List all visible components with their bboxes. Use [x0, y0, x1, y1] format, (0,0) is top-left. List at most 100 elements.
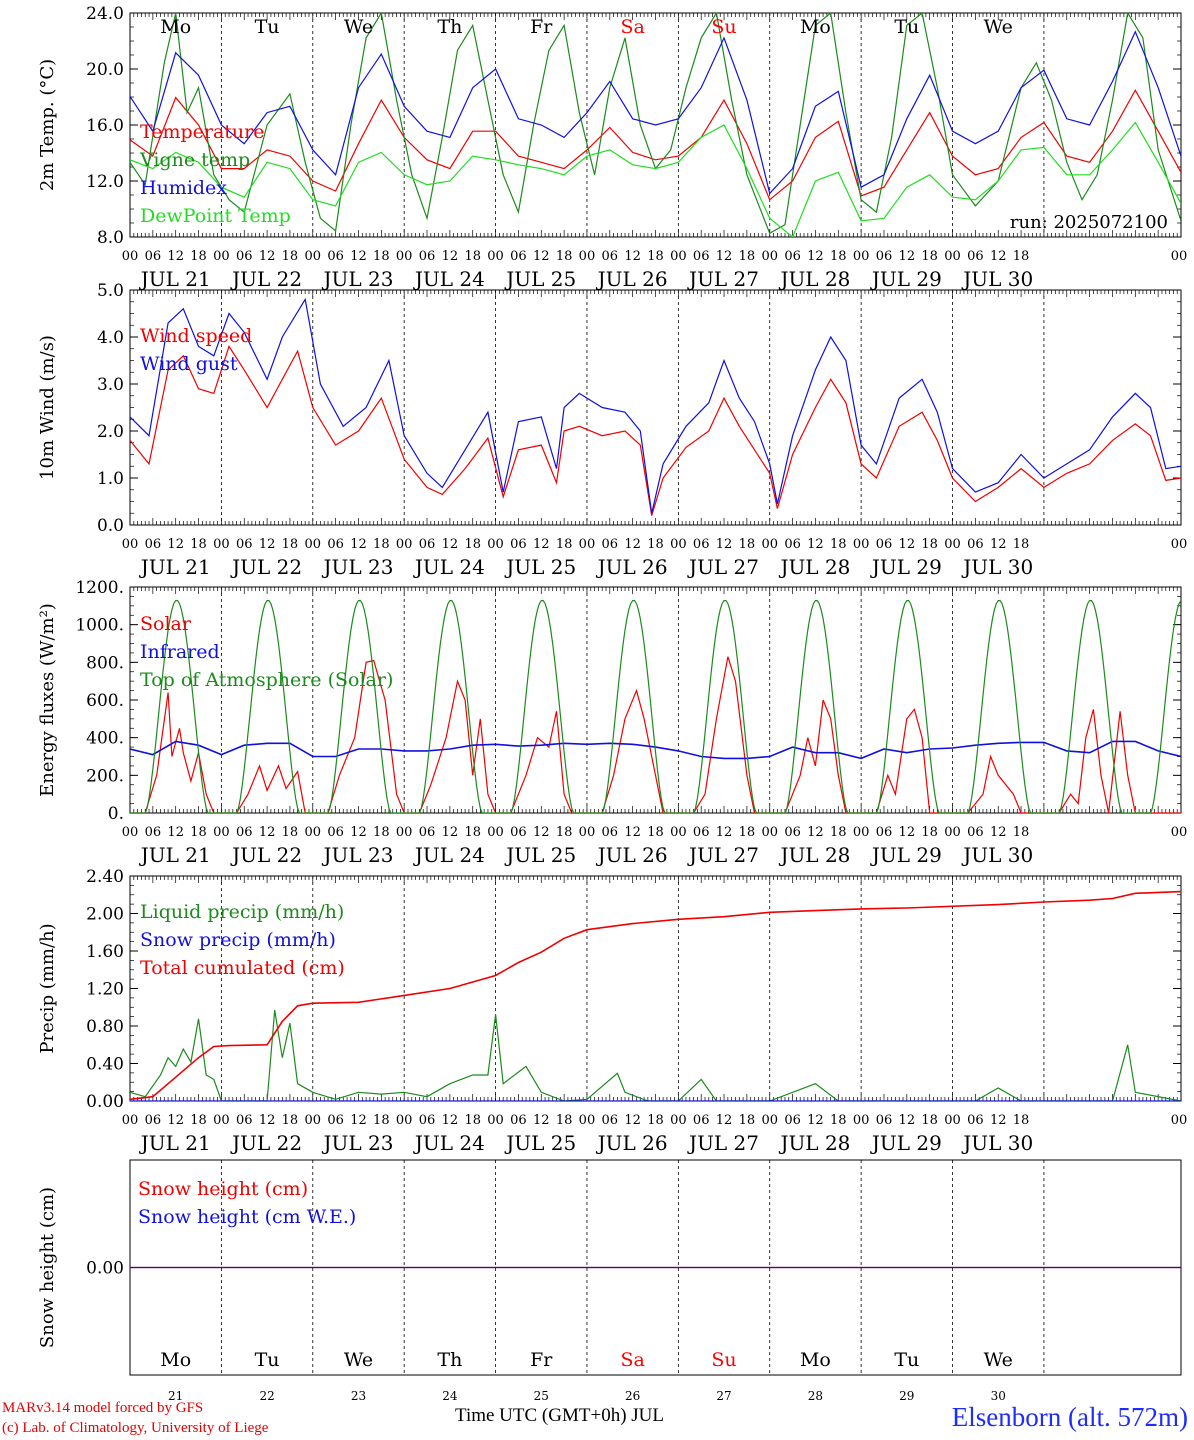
y-tick-label: 4.0 [97, 328, 124, 348]
panel-2: 0. 200. 400. 600. 800. 1000. 1200. Energy fluxe… [37, 578, 1187, 867]
hour-tick-label: 18 [830, 537, 847, 552]
y-tick-label: 400. [86, 729, 124, 749]
hour-tick-label: 12 [259, 825, 276, 840]
hour-tick-label: 06 [967, 1113, 984, 1128]
legend-entry: Snow precip (mm/h) [140, 929, 336, 951]
series-line-temperature [130, 88, 1181, 201]
date-label: JUL 23 [321, 555, 393, 579]
hour-tick-label: 00 [1171, 1113, 1188, 1128]
series-line-total-cumulated-cm- [130, 890, 1181, 1101]
date-label: JUL 24 [413, 1131, 485, 1155]
hour-tick-label: 12 [350, 249, 367, 264]
date-label: JUL 23 [321, 1131, 393, 1155]
date-label: JUL 25 [504, 267, 576, 291]
hour-tick-label: 06 [784, 249, 801, 264]
hour-tick-label: 06 [327, 537, 344, 552]
hour-tick-label: 18 [464, 537, 481, 552]
hour-tick-label: 00 [853, 249, 870, 264]
hour-tick-label: 12 [167, 537, 184, 552]
hour-tick-label: 06 [510, 537, 527, 552]
hour-tick-label: 12 [716, 537, 733, 552]
hour-tick-label: 00 [213, 537, 230, 552]
hour-tick-label: 06 [236, 825, 253, 840]
day-name-label: Th [437, 1349, 462, 1371]
hour-tick-label: 00 [670, 249, 687, 264]
hour-tick-label: 00 [853, 537, 870, 552]
hour-tick-label: 06 [876, 537, 893, 552]
day-number-label: 23 [351, 1389, 366, 1403]
hour-tick-label: 06 [967, 825, 984, 840]
day-name-label: Tu [255, 16, 280, 38]
hour-tick-label: 00 [761, 1113, 778, 1128]
date-label: JUL 21 [139, 843, 211, 867]
series-line-wind-speed [130, 345, 1181, 516]
date-label: JUL 29 [870, 555, 942, 579]
hour-tick-label: 00 [670, 1113, 687, 1128]
credit-model: MARv3.14 model forced by GFS [2, 1400, 204, 1416]
hour-tick-label: 12 [624, 249, 641, 264]
day-name-label: We [344, 16, 373, 38]
day-name-label: Su [711, 1349, 736, 1371]
day-number-label: 29 [899, 1389, 914, 1403]
legend-entry: DewPoint Temp [140, 205, 291, 227]
hour-tick-label: 06 [236, 249, 253, 264]
hour-tick-label: 18 [647, 1113, 664, 1128]
date-label: JUL 22 [230, 1131, 302, 1155]
day-name-label: Tu [255, 1349, 280, 1371]
legend-entry: Temperature [140, 121, 264, 143]
hour-tick-label: 12 [533, 249, 550, 264]
date-label: JUL 30 [961, 1131, 1033, 1155]
hour-tick-label: 18 [464, 825, 481, 840]
series-line-solar [130, 656, 1181, 813]
day-name-label: We [344, 1349, 373, 1371]
hour-tick-label: 06 [419, 1113, 436, 1128]
date-label: JUL 27 [687, 843, 759, 867]
hour-tick-label: 00 [579, 537, 596, 552]
hour-tick-label: 06 [602, 249, 619, 264]
day-name-label: Mo [160, 1349, 191, 1371]
hour-tick-label: 06 [967, 537, 984, 552]
hour-tick-label: 12 [716, 825, 733, 840]
hour-tick-label: 00 [487, 1113, 504, 1128]
hour-tick-label: 12 [350, 1113, 367, 1128]
y-tick-label: 0.00 [86, 1259, 124, 1279]
hour-tick-label: 00 [305, 825, 322, 840]
hour-tick-label: 00 [579, 1113, 596, 1128]
hour-tick-label: 18 [190, 249, 207, 264]
series-line-humidex [130, 30, 1181, 195]
hour-tick-label: 18 [373, 249, 390, 264]
y-tick-label: 1200. [75, 578, 124, 598]
legend-entry: Wind speed [140, 325, 252, 347]
date-label: JUL 28 [778, 1131, 850, 1155]
hour-tick-label: 06 [510, 1113, 527, 1128]
day-number-label: 24 [442, 1389, 458, 1403]
hour-tick-label: 00 [122, 1113, 139, 1128]
hour-tick-label: 12 [899, 249, 916, 264]
y-axis-label: 2m Temp. (°C) [37, 59, 58, 191]
hour-tick-label: 18 [830, 249, 847, 264]
day-name-label: Th [437, 16, 462, 38]
hour-tick-label: 00 [1171, 249, 1188, 264]
hour-tick-label: 12 [624, 537, 641, 552]
hour-tick-label: 18 [830, 1113, 847, 1128]
hour-tick-label: 00 [305, 537, 322, 552]
y-tick-label: 0.80 [86, 1017, 124, 1037]
hour-tick-label: 18 [921, 1113, 938, 1128]
hour-tick-label: 18 [739, 1113, 756, 1128]
date-label: JUL 28 [778, 267, 850, 291]
date-label: JUL 26 [596, 1131, 668, 1155]
day-number-label: 30 [991, 1389, 1006, 1403]
date-label: JUL 26 [596, 267, 668, 291]
hour-tick-label: 12 [167, 825, 184, 840]
hour-tick-label: 00 [944, 537, 961, 552]
hour-tick-label: 18 [921, 537, 938, 552]
y-tick-label: 0.40 [86, 1055, 124, 1075]
date-label: JUL 26 [596, 843, 668, 867]
y-axis-label: 10m Wind (m/s) [37, 335, 58, 480]
hour-tick-label: 12 [624, 1113, 641, 1128]
hour-tick-label: 00 [396, 537, 413, 552]
legend-entry: Top of Atmosphere (Solar) [140, 669, 393, 691]
hour-tick-label: 12 [167, 1113, 184, 1128]
hour-tick-label: 18 [1013, 537, 1030, 552]
